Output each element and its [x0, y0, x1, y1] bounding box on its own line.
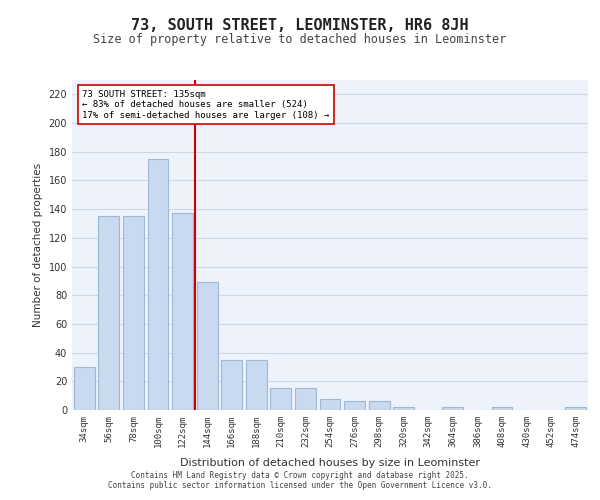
- Bar: [74, 367, 95, 410]
- Bar: [320, 398, 340, 410]
- Bar: [565, 407, 586, 410]
- Text: Contains HM Land Registry data © Crown copyright and database right 2025.
Contai: Contains HM Land Registry data © Crown c…: [108, 470, 492, 490]
- Bar: [393, 407, 414, 410]
- Text: Size of property relative to detached houses in Leominster: Size of property relative to detached ho…: [94, 32, 506, 46]
- Bar: [442, 407, 463, 410]
- Bar: [295, 388, 316, 410]
- Bar: [221, 360, 242, 410]
- Bar: [246, 360, 267, 410]
- X-axis label: Distribution of detached houses by size in Leominster: Distribution of detached houses by size …: [180, 458, 480, 468]
- Bar: [491, 407, 512, 410]
- Bar: [172, 214, 193, 410]
- Bar: [271, 388, 292, 410]
- Bar: [98, 216, 119, 410]
- Bar: [197, 282, 218, 410]
- Bar: [148, 159, 169, 410]
- Text: 73 SOUTH STREET: 135sqm
← 83% of detached houses are smaller (524)
17% of semi-d: 73 SOUTH STREET: 135sqm ← 83% of detache…: [82, 90, 329, 120]
- Bar: [344, 402, 365, 410]
- Bar: [123, 216, 144, 410]
- Bar: [368, 402, 389, 410]
- Y-axis label: Number of detached properties: Number of detached properties: [33, 163, 43, 327]
- Text: 73, SOUTH STREET, LEOMINSTER, HR6 8JH: 73, SOUTH STREET, LEOMINSTER, HR6 8JH: [131, 18, 469, 32]
